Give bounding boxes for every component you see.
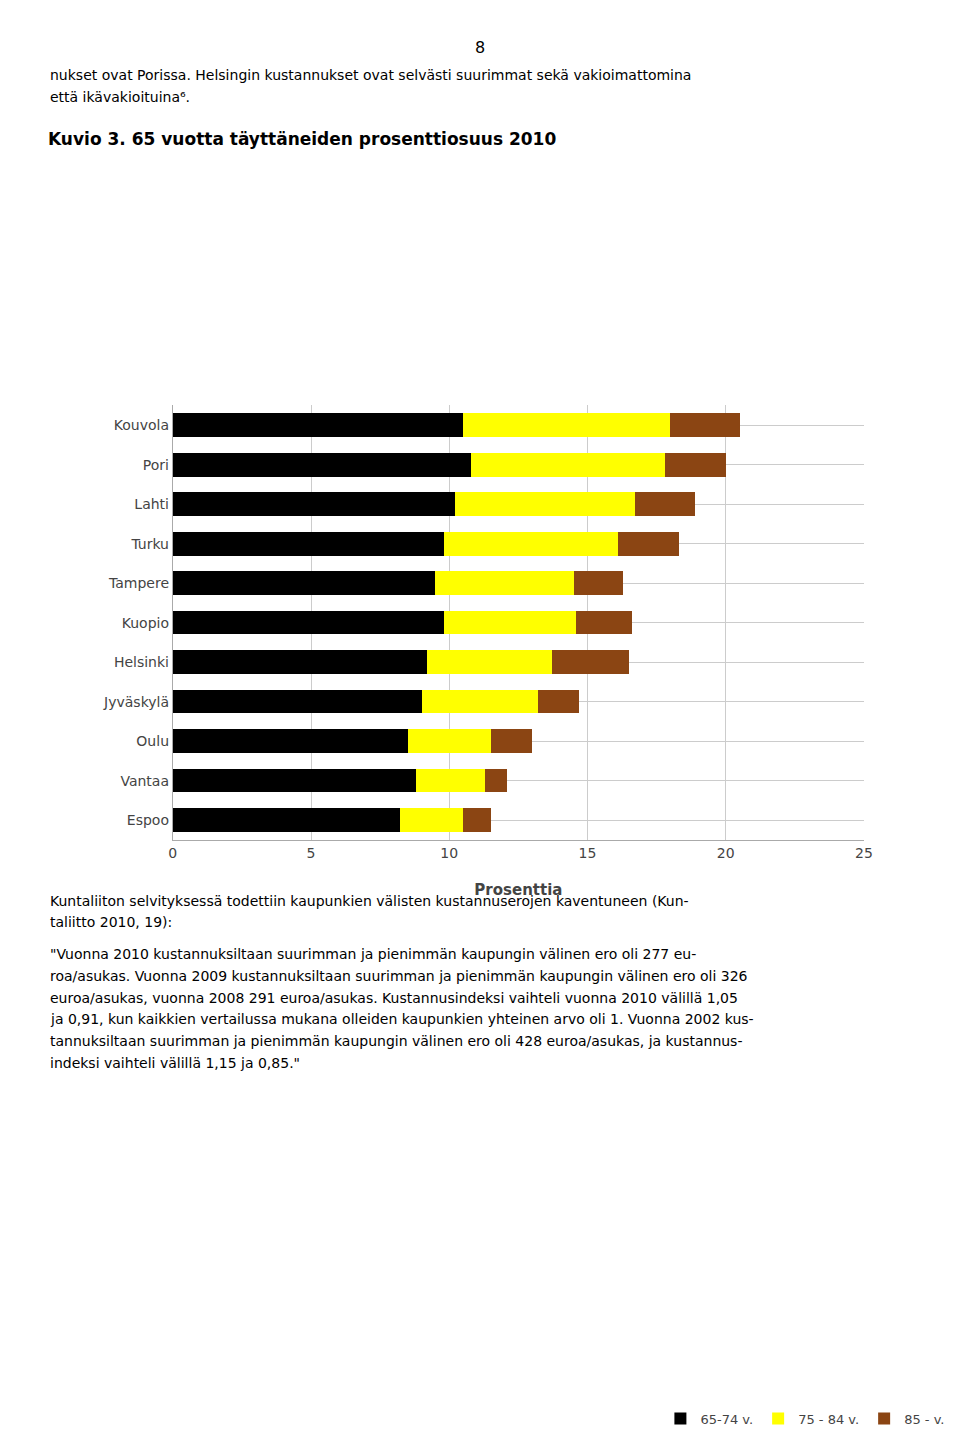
svg-text:Lahti: Lahti <box>134 496 169 512</box>
svg-text:20: 20 <box>717 845 735 861</box>
svg-text:Helsinki: Helsinki <box>114 654 169 670</box>
svg-text:Kuntaliiton selvityksessä tode: Kuntaliiton selvityksessä todettiin kaup… <box>50 893 689 909</box>
svg-text:Prosenttia: Prosenttia <box>474 881 562 899</box>
svg-text:"Vuonna 2010 kustannuksiltaan: "Vuonna 2010 kustannuksiltaan suurimman … <box>50 946 696 962</box>
svg-text:että ikävakioituina⁶.: että ikävakioituina⁶. <box>50 89 190 105</box>
svg-text:Tampere: Tampere <box>108 575 169 591</box>
svg-text:85 - v.: 85 - v. <box>904 1412 944 1427</box>
svg-text:taliitto 2010, 19):: taliitto 2010, 19): <box>50 914 172 930</box>
svg-text:8: 8 <box>475 38 485 57</box>
svg-text:Pori: Pori <box>143 457 169 473</box>
svg-text:15: 15 <box>579 845 597 861</box>
svg-text:5: 5 <box>307 845 316 861</box>
svg-text:tannuksiltaan suurimman ja pie: tannuksiltaan suurimman ja pienimmän kau… <box>50 1033 742 1049</box>
svg-text:10: 10 <box>440 845 458 861</box>
svg-text:0: 0 <box>168 845 177 861</box>
svg-text:25: 25 <box>855 845 873 861</box>
svg-text:Vantaa: Vantaa <box>120 773 169 789</box>
svg-text:75 - 84 v.: 75 - 84 v. <box>798 1412 859 1427</box>
svg-text:Jyväskylä: Jyväskylä <box>103 694 169 710</box>
svg-text:Turku: Turku <box>130 536 169 552</box>
svg-text:Oulu: Oulu <box>136 733 169 749</box>
svg-text:nukset ovat Porissa. Helsingin: nukset ovat Porissa. Helsingin kustannuk… <box>50 67 691 83</box>
svg-text:euroa/asukas, vuonna 2008 291: euroa/asukas, vuonna 2008 291 euroa/asuk… <box>50 990 738 1006</box>
svg-text:indeksi vaihteli välillä 1,15: indeksi vaihteli välillä 1,15 ja 0,85." <box>50 1055 300 1071</box>
svg-text:Kuvio 3. 65 vuotta täyttäneide: Kuvio 3. 65 vuotta täyttäneiden prosentt… <box>48 129 556 149</box>
svg-text:Kuopio: Kuopio <box>122 615 169 631</box>
svg-text:ja 0,91, kun kaikkien vertailu: ja 0,91, kun kaikkien vertailussa mukana… <box>50 1011 754 1027</box>
svg-text:Kouvola: Kouvola <box>114 417 169 433</box>
svg-text:roa/asukas. Vuonna 2009 kustan: roa/asukas. Vuonna 2009 kustannuksiltaan… <box>50 968 748 984</box>
svg-text:Espoo: Espoo <box>127 812 169 828</box>
svg-text:65-74 v.: 65-74 v. <box>700 1412 753 1427</box>
